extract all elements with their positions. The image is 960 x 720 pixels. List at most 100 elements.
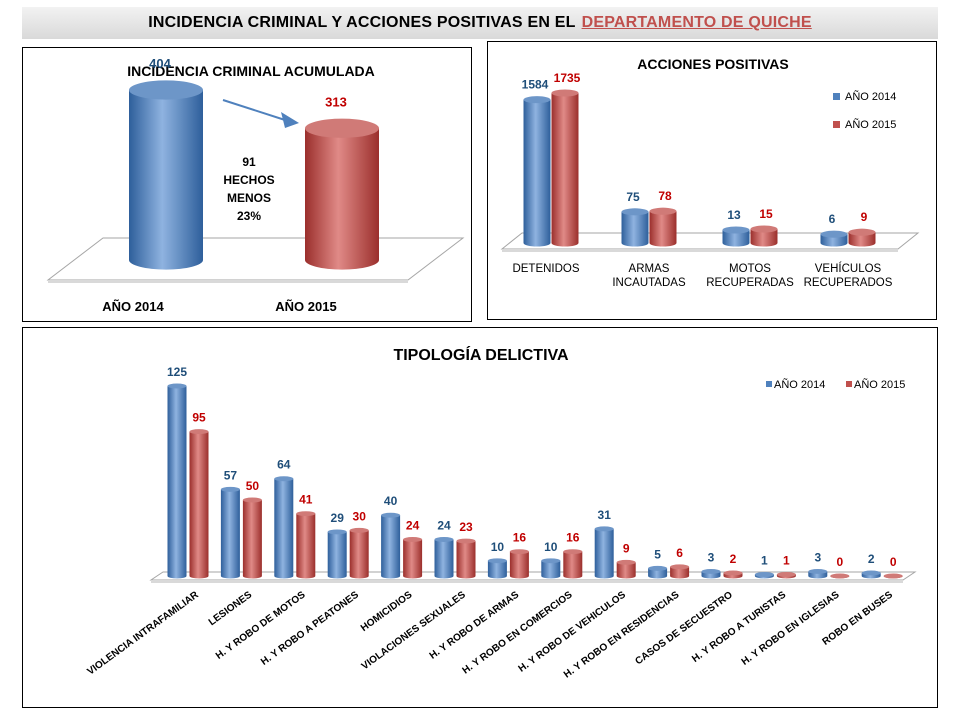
chart3-legend-swatch [846, 381, 852, 387]
chart3-category-label: CASOS DE SECUESTRO [633, 589, 734, 667]
chart3-category-label: H. Y ROBO DE VEHICULOS [517, 589, 629, 674]
chart3-bar-1-1 [167, 383, 187, 579]
chart2-legend-label: AÑO 2014 [845, 90, 896, 103]
page-title-highlight: DEPARTAMENTO DE QUICHE [581, 14, 812, 31]
chart2-bar-1-3 [722, 226, 750, 247]
chart2-title: ACCIONES POSITIVAS [637, 56, 788, 72]
chart3-category-label: H. Y ROBO EN IGLESIAS [740, 589, 842, 667]
chart3-bar-2-10 [670, 564, 690, 579]
chart3-bar-2-6-body [456, 541, 476, 579]
chart2-bar-1-4 [820, 230, 848, 247]
chart3-data-label: 41 [299, 493, 313, 507]
chart2-bar-2-1 [551, 89, 579, 247]
chart3-category-label: VIOLACIONES SEXUALES [360, 589, 468, 672]
chart3-bar-2-2-body [242, 500, 262, 579]
chart2-bar-1-3-top [722, 226, 750, 234]
chart3-bar-2-2-top [242, 497, 262, 503]
chart3-data-label: 9 [623, 541, 630, 555]
chart3-bar-2-13-top [830, 573, 850, 579]
chart3-bar-1-9 [594, 526, 614, 579]
chart3-bar-1-4-top [327, 529, 347, 535]
chart3-bar-2-8-body [563, 551, 583, 579]
chart3-bar-1-6 [434, 537, 454, 579]
chart3-data-label: 16 [566, 531, 580, 545]
chart3-bar-1-3-top [274, 476, 294, 482]
chart2-data-label: 9 [861, 210, 868, 224]
chart2-category-label: INCAUTADAS [612, 277, 686, 289]
chart2-bar-2-1-body [551, 93, 579, 247]
chart1-arrow-line [222, 99, 286, 121]
chart3-data-label: 1 [783, 553, 790, 567]
chart3-bar-2-1 [189, 429, 209, 579]
chart3-bar-1-5 [381, 512, 401, 579]
chart3-bar-2-2 [242, 497, 262, 579]
chart2-bar-2-2-body [649, 211, 677, 247]
chart3-data-label: 0 [836, 555, 843, 569]
chart3-data-label: 50 [246, 479, 260, 493]
chart3-bar-2-5-top [403, 537, 423, 542]
chart3-bar-1-2 [220, 486, 240, 579]
chart1-annotation-line: HECHOS [223, 173, 274, 187]
chart3-legend-label: AÑO 2015 [854, 378, 905, 391]
chart3-data-label: 3 [708, 550, 715, 564]
chart3-bar-1-7 [487, 558, 507, 579]
chart3-bar-1-12 [754, 572, 774, 579]
acciones-positivas-panel: ACCIONES POSITIVAS 1584 75 13 6 1735 78 15 9 DETE… [487, 41, 937, 320]
chart3-category-label: H. Y ROBO EN COMERCIOS [461, 589, 575, 676]
chart2-bar-1-1 [523, 96, 551, 247]
chart2-data-label: 13 [727, 208, 741, 222]
chart3-category-label: H. Y ROBO DE ARMAS [428, 589, 522, 661]
chart3-bar-2-9-top [616, 559, 636, 565]
chart3-data-label: 30 [353, 509, 367, 523]
chart3-bar-2-5-body [403, 539, 423, 579]
chart3-bar-1-7-body [487, 560, 507, 579]
chart1-data-label: 404 [149, 56, 171, 71]
chart1-title: INCIDENCIA CRIMINAL ACUMULADA [127, 63, 375, 79]
chart2-bar-2-2-top [649, 207, 677, 215]
chart2-data-label: 6 [829, 212, 836, 226]
chart2-category-label: VEHÍCULOS [815, 262, 882, 275]
chart3-data-label: 3 [814, 550, 821, 564]
chart3-bar-2-11 [723, 570, 743, 579]
chart3-category-label: HOMICIDIOS [359, 589, 415, 634]
chart3-bar-2-3 [296, 511, 316, 579]
chart3-bar-2-11-top [723, 570, 743, 576]
chart3-bar-2-7-body [509, 551, 529, 579]
chart3-bar-1-9-top [594, 526, 614, 532]
chart3-bar-2-4 [349, 527, 369, 579]
chart3-bar-1-8-body [541, 560, 561, 579]
chart3-title: TIPOLOGÍA DELICTIVA [393, 345, 569, 364]
chart3-data-label: 10 [544, 540, 558, 554]
chart3-bar-2-10-top [670, 564, 690, 570]
chart2-bar-2-4 [848, 228, 876, 247]
chart1-category-label: AÑO 2014 [102, 299, 164, 314]
chart3-data-label: 64 [277, 458, 291, 472]
chart3-category-label: LESIONES [207, 589, 255, 628]
chart2-bar-1-1-body [523, 99, 551, 247]
chart3-bar-1-1-top [167, 383, 187, 389]
chart3-bar-2-3-body [296, 513, 316, 579]
chart1-category-label: AÑO 2015 [275, 299, 336, 314]
chart3-bar-1-4-body [327, 531, 347, 579]
chart3-bar-1-3 [274, 476, 294, 579]
chart2-data-label: 15 [759, 207, 773, 221]
chart1-bar-1 [129, 80, 203, 270]
chart3-category-label: H. Y ROBO DE MOTOS [214, 589, 308, 661]
chart2-bar-2-4-top [848, 228, 876, 236]
chart1-annotation-line: MENOS [227, 191, 271, 205]
chart3-bar-1-1-body [167, 386, 187, 579]
chart3-bar-2-14 [883, 573, 903, 579]
chart3-bar-1-8 [541, 558, 561, 579]
page-title: INCIDENCIA CRIMINAL Y ACCIONES POSITIVAS… [22, 7, 938, 39]
chart2-bar-1-4-top [820, 230, 848, 238]
chart2-category-label: RECUPERADOS [804, 277, 893, 289]
chart3-bar-1-14 [861, 570, 881, 579]
chart3-bar-2-7-top [509, 549, 529, 555]
chart3-bar-2-8 [563, 549, 583, 579]
chart3-data-label: 95 [192, 411, 206, 425]
chart3-category-label: H. Y ROBO A TURISTAS [690, 589, 788, 665]
chart3-bar-1-7-top [487, 558, 507, 564]
chart3-bar-2-8-top [563, 549, 583, 555]
